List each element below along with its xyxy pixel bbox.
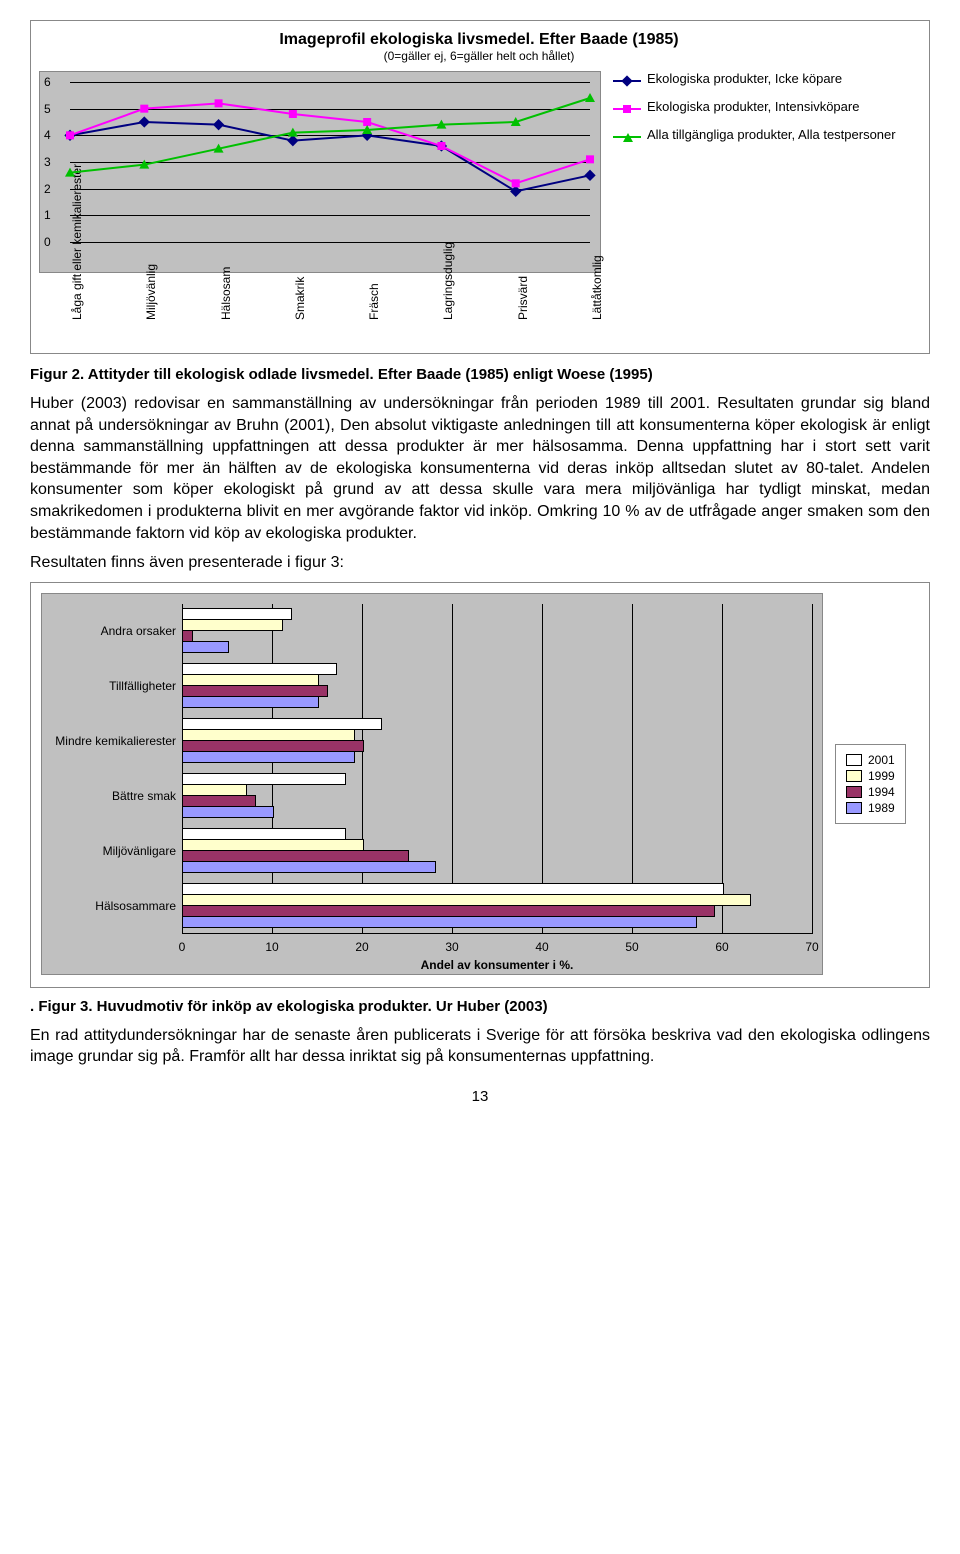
- legend-item: 1999: [846, 769, 895, 783]
- legend-item: Ekologiska produkter, Icke köpare: [613, 71, 919, 87]
- x-tick: 30: [445, 940, 458, 954]
- x-tick: 50: [625, 940, 638, 954]
- line-chart-title: Imageprofil ekologiska livsmedel. Efter …: [39, 31, 919, 49]
- figure-3-caption: . Figur 3. Huvudmotiv för inköp av ekolo…: [30, 998, 930, 1015]
- legend-item: 1994: [846, 785, 895, 799]
- x-category-label: Smakrik: [293, 277, 307, 320]
- bar-category-label: Mindre kemikalierester: [55, 734, 176, 748]
- legend-label: 1989: [868, 801, 895, 815]
- x-tick: 10: [265, 940, 278, 954]
- legend-label: 1994: [868, 785, 895, 799]
- body-paragraph-1: Huber (2003) redovisar en sammanställnin…: [30, 393, 930, 544]
- legend-label: 1999: [868, 769, 895, 783]
- bar: [182, 916, 697, 928]
- legend-item: 1989: [846, 801, 895, 815]
- bar-legend: 2001 1999 1994 1989: [835, 744, 906, 824]
- bar-chart-frame: 0 10 20 30 40 50 60 70 Andel av konsumenter i %.…: [30, 582, 930, 988]
- line-chart-subtitle: (0=gäller ej, 6=gäller helt och hållet): [39, 49, 919, 63]
- figure-2-caption: Figur 2. Attityder till ekologisk odlade…: [30, 366, 930, 383]
- bar-category-label: Tillfälligheter: [109, 679, 176, 693]
- x-tick: 20: [355, 940, 368, 954]
- bar-category-label: Andra orsaker: [101, 624, 176, 638]
- x-tick: 60: [715, 940, 728, 954]
- body-paragraph-2: Resultaten finns även presenterade i fig…: [30, 552, 930, 574]
- line-plot-area: 0123456Låga gift eller kemikalieresterMi…: [39, 71, 601, 273]
- bar: [182, 751, 355, 763]
- y-tick: 5: [44, 102, 51, 116]
- x-category-label: Lättåtkomlig: [590, 255, 604, 320]
- legend-item: Ekologiska produkter, Intensivköpare: [613, 99, 919, 115]
- body-paragraph-3: En rad attitydundersökningar har de sena…: [30, 1025, 930, 1068]
- x-category-label: Lagringsduglig: [441, 242, 455, 320]
- legend-label: Ekologiska produkter, Intensivköpare: [647, 99, 859, 114]
- legend-label: Ekologiska produkter, Icke köpare: [647, 71, 842, 86]
- bar: [182, 619, 283, 631]
- legend-label: Alla tillgängliga produkter, Alla testpe…: [647, 127, 896, 142]
- bar: [182, 641, 229, 653]
- y-tick: 1: [44, 208, 51, 222]
- x-category-label: Miljövänlig: [144, 264, 158, 320]
- y-tick: 4: [44, 128, 51, 142]
- line-legend: Ekologiska produkter, Icke köpare Ekologi…: [613, 71, 919, 273]
- x-tick: 70: [805, 940, 818, 954]
- legend-item: Alla tillgängliga produkter, Alla testpe…: [613, 127, 919, 143]
- x-category-label: Fräsch: [367, 283, 381, 320]
- x-tick: 0: [179, 940, 186, 954]
- y-tick: 3: [44, 155, 51, 169]
- bar: [182, 696, 319, 708]
- legend-item: 2001: [846, 753, 895, 767]
- y-tick: 6: [44, 75, 51, 89]
- bar-category-label: Miljövänligare: [103, 844, 176, 858]
- line-chart-frame: Imageprofil ekologiska livsmedel. Efter …: [30, 20, 930, 354]
- bar: [182, 806, 274, 818]
- y-tick: 0: [44, 235, 51, 249]
- bar: [182, 861, 436, 873]
- y-tick: 2: [44, 182, 51, 196]
- x-axis-label: Andel av konsumenter i %.: [421, 958, 574, 972]
- bar-category-label: Bättre smak: [112, 789, 176, 803]
- x-category-label: Prisvärd: [516, 276, 530, 320]
- legend-label: 2001: [868, 753, 895, 767]
- bar-plot-area: 0 10 20 30 40 50 60 70 Andel av konsumenter i %.…: [41, 593, 823, 975]
- bar-category-label: Hälsosammare: [95, 899, 176, 913]
- x-tick: 40: [535, 940, 548, 954]
- page-number: 13: [30, 1088, 930, 1105]
- x-category-label: Hälsosam: [219, 267, 233, 320]
